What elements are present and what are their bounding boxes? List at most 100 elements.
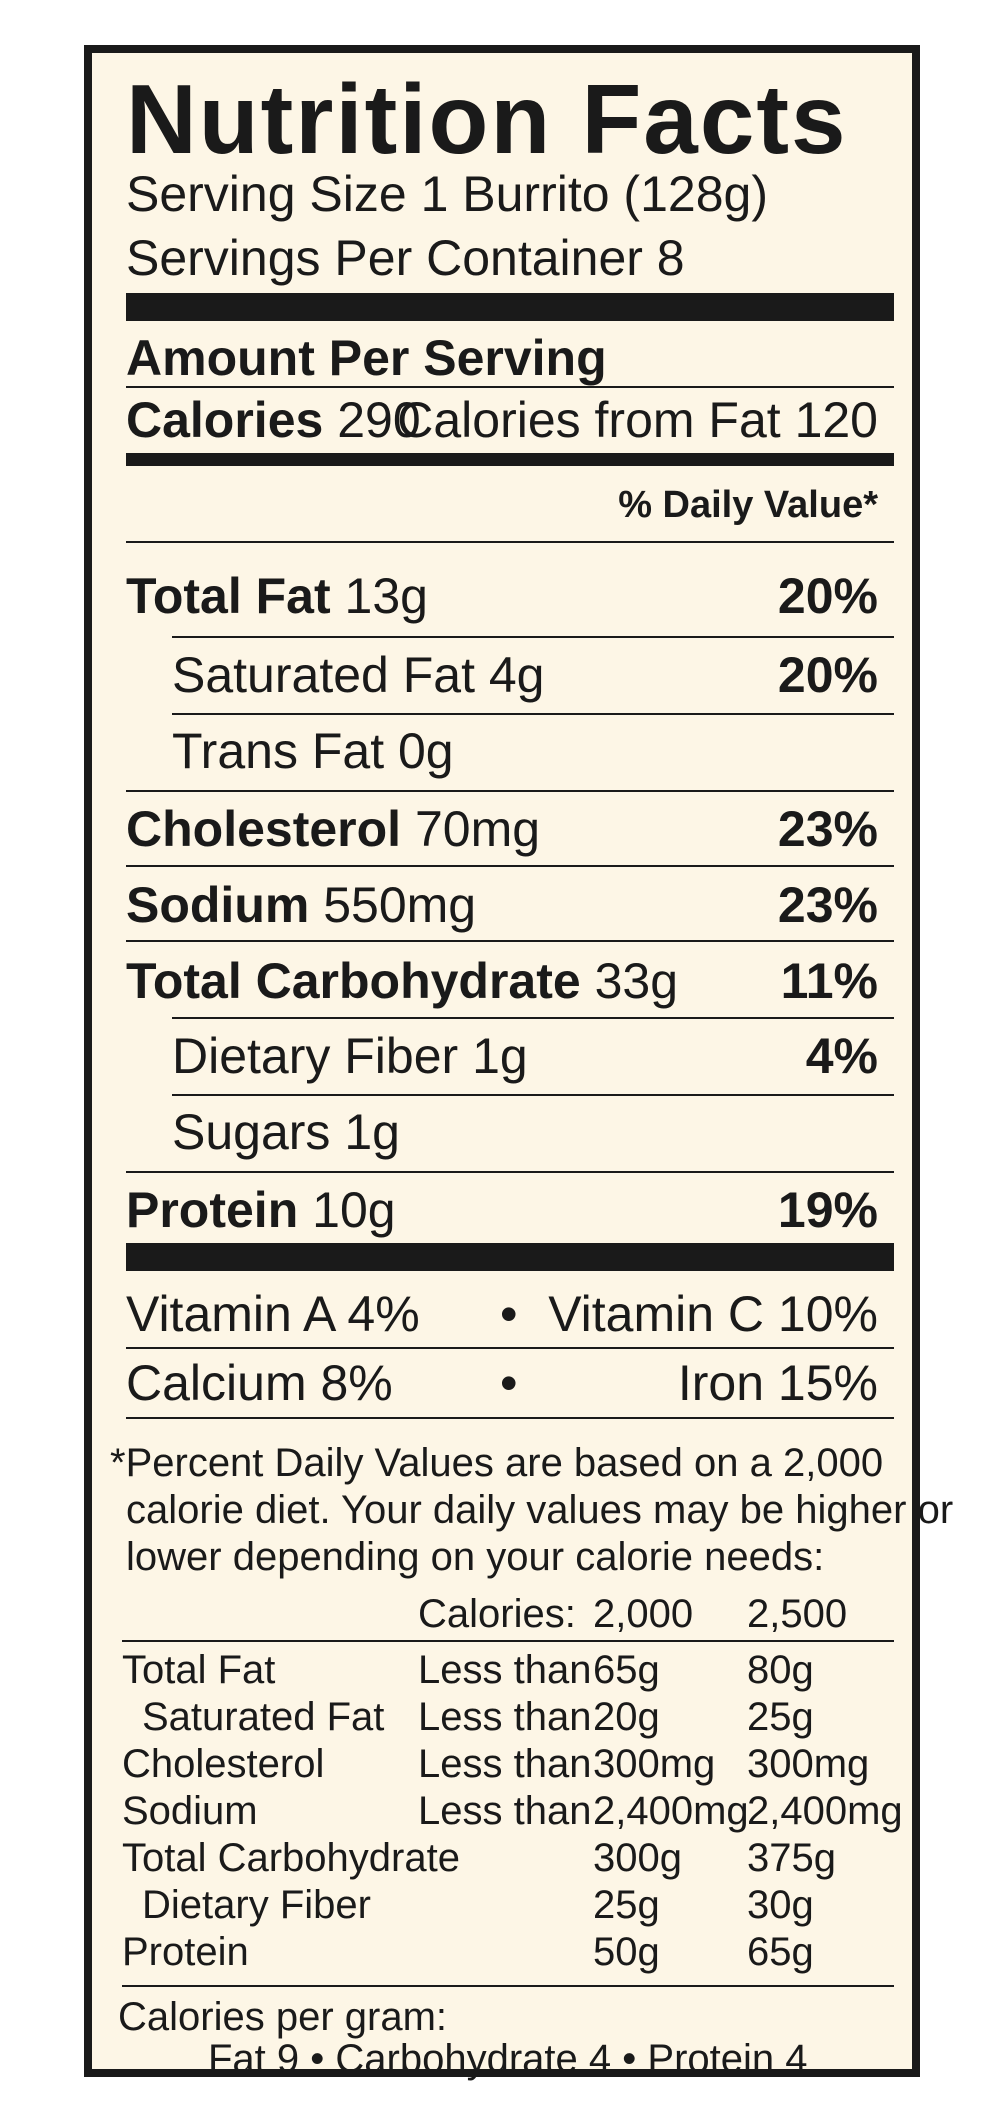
nutrient-amount: 13g bbox=[344, 568, 428, 624]
nutrient-row-trans-fat: Trans Fat 0g bbox=[172, 726, 454, 776]
carbohydrate-per-gram: Carbohydrate 4 bbox=[335, 2037, 612, 2081]
divider bbox=[126, 541, 894, 543]
dv-row-2500: 375g bbox=[747, 1836, 836, 1880]
calories-per-gram-label: Calories per gram: bbox=[118, 1995, 448, 2039]
vitamin-c: Vitamin C 10% bbox=[548, 1286, 878, 1342]
nutrient-dv: 11% bbox=[780, 953, 878, 1009]
nutrient-amount: 4g bbox=[488, 647, 545, 703]
footnote-line: calorie diet. Your daily values may be h… bbox=[126, 1488, 954, 1532]
nutrient-label: Sugars bbox=[172, 1104, 331, 1160]
medium-divider bbox=[126, 453, 894, 466]
nutrient-amount: 10g bbox=[312, 1182, 396, 1238]
nutrient-row-total-fat: Total Fat 13g bbox=[126, 571, 428, 621]
nutrient-dv: 20% bbox=[777, 568, 878, 624]
serving-size: Serving Size 1 Burrito (128g) bbox=[126, 166, 768, 222]
nutrition-title: Nutrition Facts bbox=[126, 64, 848, 174]
nutrient-label: Protein bbox=[126, 1182, 299, 1238]
nutrient-amount: 70mg bbox=[414, 801, 541, 857]
nutrition-facts-panel: Nutrition Facts Serving Size 1 Burrito (… bbox=[84, 45, 953, 2079]
vitamin-bullet: • bbox=[500, 1355, 518, 1411]
divider bbox=[172, 1094, 894, 1096]
dv-row-2500: 30g bbox=[747, 1883, 814, 1927]
dv-table-header-2000: 2,000 bbox=[593, 1592, 694, 1636]
dv-row-qualifier: Less than bbox=[418, 1742, 592, 1786]
vitamin-bullet: • bbox=[500, 1286, 518, 1342]
nutrient-row-total-carbohydrate: Total Carbohydrate 33g bbox=[126, 956, 678, 1006]
iron: Iron 15% bbox=[677, 1355, 878, 1411]
nutrient-dv: 23% bbox=[777, 801, 878, 857]
nutrient-dv: 4% bbox=[805, 1028, 878, 1084]
nutrient-amount: 33g bbox=[594, 953, 679, 1009]
nutrient-row-cholesterol: Cholesterol 70mg bbox=[126, 804, 540, 854]
daily-value-header: % Daily Value* bbox=[618, 484, 878, 526]
nutrient-row-saturated-fat: Saturated Fat 4g bbox=[172, 650, 545, 700]
fat-per-gram: Fat 9 bbox=[208, 2037, 300, 2081]
nutrient-amount: 550mg bbox=[323, 877, 477, 933]
dv-row-label: Total Fat bbox=[122, 1648, 276, 1692]
dv-row-2000: 300g bbox=[593, 1836, 682, 1880]
nutrient-label: Total Carbohydrate bbox=[126, 953, 581, 1009]
calories-value: 290 bbox=[337, 392, 421, 448]
dv-row-2000: 20g bbox=[593, 1695, 660, 1739]
bullet: • bbox=[310, 2037, 325, 2081]
calcium: Calcium 8% bbox=[126, 1355, 393, 1411]
calories-from-fat: Calories from Fat 120 bbox=[397, 392, 878, 448]
protein-per-gram: Protein 4 bbox=[647, 2037, 808, 2081]
dv-row-2500: 300mg bbox=[747, 1742, 870, 1786]
divider bbox=[172, 636, 894, 638]
nutrient-dv: 19% bbox=[777, 1182, 878, 1238]
amount-per-serving: Amount Per Serving bbox=[126, 330, 607, 386]
divider bbox=[172, 713, 894, 715]
dv-row-2000: 2,400mg bbox=[593, 1789, 749, 1833]
calories-per-gram-values: Fat 9 • Carbohydrate 4 • Protein 4 bbox=[208, 2039, 808, 2079]
dv-row-qualifier: Less than bbox=[418, 1695, 592, 1739]
divider bbox=[126, 790, 894, 792]
nutrient-amount: 0g bbox=[398, 723, 454, 779]
nutrient-amount: 1g bbox=[472, 1028, 528, 1084]
calories-label: Calories bbox=[126, 392, 324, 448]
nutrient-label: Trans Fat bbox=[172, 723, 385, 779]
nutrient-row-sodium: Sodium 550mg bbox=[126, 880, 476, 930]
nutrient-dv: 20% bbox=[777, 647, 878, 703]
nutrient-label: Sodium bbox=[126, 877, 310, 933]
dv-row-label: Cholesterol bbox=[122, 1742, 325, 1786]
dv-row-2000: 65g bbox=[593, 1648, 660, 1692]
dv-row-qualifier: Less than bbox=[418, 1789, 592, 1833]
dv-row-2500: 25g bbox=[747, 1695, 814, 1739]
divider bbox=[122, 1985, 894, 1987]
divider bbox=[172, 1017, 894, 1019]
divider bbox=[126, 1171, 894, 1173]
divider bbox=[126, 1347, 894, 1349]
divider bbox=[126, 865, 894, 867]
nutrient-amount: 1g bbox=[344, 1104, 400, 1160]
nutrient-label: Saturated Fat bbox=[172, 647, 475, 703]
nutrient-label: Total Fat bbox=[126, 568, 331, 624]
calories-row: Calories 290 bbox=[126, 395, 421, 445]
nutrient-row-sugars: Sugars 1g bbox=[172, 1107, 400, 1157]
thick-divider bbox=[126, 1243, 894, 1271]
dv-row-2500: 2,400mg bbox=[747, 1789, 903, 1833]
dv-row-2000: 25g bbox=[593, 1883, 660, 1927]
dv-row-2500: 65g bbox=[747, 1930, 814, 1974]
divider bbox=[126, 386, 894, 388]
dv-row-label: Total Carbohydrate bbox=[122, 1836, 460, 1880]
nutrient-label: Cholesterol bbox=[126, 801, 402, 857]
nutrient-row-protein: Protein 10g bbox=[126, 1185, 396, 1235]
divider bbox=[122, 1640, 894, 1642]
vitamin-a: Vitamin A 4% bbox=[126, 1286, 420, 1342]
thick-divider bbox=[126, 293, 894, 321]
footnote-line: *Percent Daily Values are based on a 2,0… bbox=[110, 1441, 884, 1485]
nutrient-row-dietary-fiber: Dietary Fiber 1g bbox=[172, 1031, 528, 1081]
dv-row-label: Sodium bbox=[122, 1789, 258, 1833]
bullet: • bbox=[622, 2037, 637, 2081]
dv-row-2500: 80g bbox=[747, 1648, 814, 1692]
dv-row-label: Protein bbox=[122, 1930, 249, 1974]
servings-per-container: Servings Per Container 8 bbox=[126, 230, 685, 286]
dv-table-header-calories: Calories: bbox=[418, 1592, 576, 1636]
footnote-line: lower depending on your calorie needs: bbox=[126, 1535, 825, 1579]
dv-row-qualifier: Less than bbox=[418, 1648, 592, 1692]
nutrient-dv: 23% bbox=[777, 877, 878, 933]
divider bbox=[126, 1417, 894, 1419]
dv-row-label: Saturated Fat bbox=[142, 1695, 385, 1739]
nutrient-label: Dietary Fiber bbox=[172, 1028, 459, 1084]
